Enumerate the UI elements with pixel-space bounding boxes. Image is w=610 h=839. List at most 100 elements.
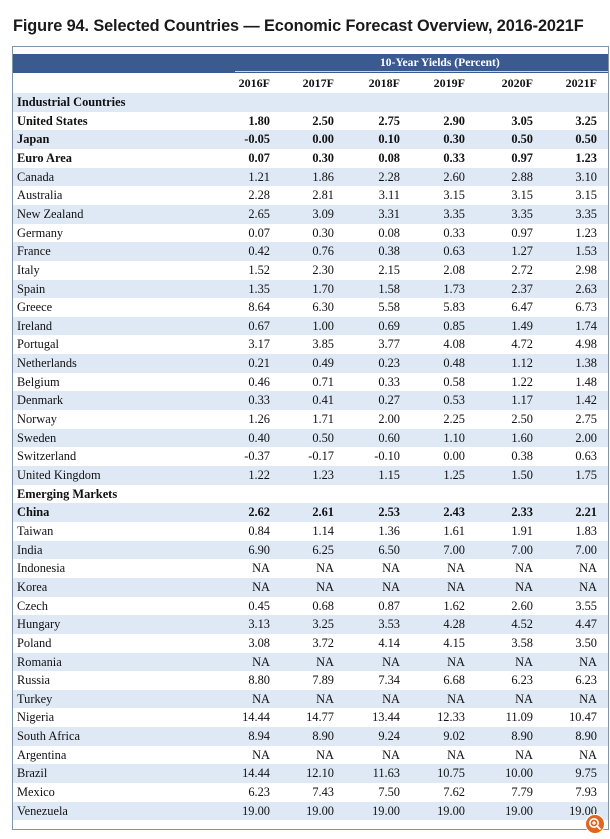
yield-value: 3.08 xyxy=(248,635,270,650)
country-label: Romania xyxy=(17,654,62,669)
yield-value: 3.85 xyxy=(312,337,334,352)
yield-value: 7.50 xyxy=(378,785,400,800)
table-row: United States 1.80 2.50 2.75 2.90 3.05 3.25 xyxy=(13,111,608,131)
yield-value: 6.68 xyxy=(443,673,465,688)
table-row: Hungary 3.13 3.25 3.53 4.28 4.52 4.47 xyxy=(13,615,608,634)
yield-value: 0.71 xyxy=(312,374,334,389)
yield-value: 0.10 xyxy=(378,132,400,147)
yield-value: 0.60 xyxy=(378,430,400,445)
yield-value: NA xyxy=(382,747,400,762)
yield-value: 0.63 xyxy=(575,449,597,464)
yield-value: NA xyxy=(382,561,400,576)
yield-value: 2.50 xyxy=(511,412,533,427)
yield-value: 1.14 xyxy=(312,523,334,538)
yield-value: NA xyxy=(447,747,465,762)
yield-value: 7.43 xyxy=(312,785,334,800)
yield-value: 1.23 xyxy=(312,468,334,482)
yield-value: 2.33 xyxy=(511,505,533,520)
yield-value: 0.58 xyxy=(443,374,465,389)
table-row: Russia 8.80 7.89 7.34 6.68 6.23 6.23 xyxy=(13,671,608,690)
yield-value: 8.90 xyxy=(312,729,334,744)
yield-value: -0.37 xyxy=(244,449,270,464)
yield-value: NA xyxy=(382,654,400,669)
yield-value: 1.38 xyxy=(575,356,597,371)
yield-value: 2.43 xyxy=(443,505,465,520)
yield-value: 2.00 xyxy=(575,430,597,445)
yield-value: 4.72 xyxy=(511,337,533,352)
yield-value: NA xyxy=(579,561,597,576)
yield-value: 0.84 xyxy=(248,523,270,538)
country-label: Greece xyxy=(17,300,53,315)
yield-value: 0.08 xyxy=(378,150,400,165)
yield-value: 2.60 xyxy=(443,169,465,184)
yield-value: NA xyxy=(252,579,270,594)
yield-value: 2.81 xyxy=(312,188,334,203)
yield-value: 10.00 xyxy=(505,766,533,781)
section-label: Industrial Countries xyxy=(17,95,126,109)
country-label: Italy xyxy=(17,262,40,277)
yield-value: 6.47 xyxy=(511,300,533,315)
yield-value: 19.00 xyxy=(505,803,533,818)
country-label: Euro Area xyxy=(17,150,72,165)
yield-value: 19.00 xyxy=(372,803,400,818)
yield-value: 6.23 xyxy=(248,785,270,800)
yield-value: 4.15 xyxy=(443,635,465,650)
yield-value: 9.24 xyxy=(378,729,400,744)
yield-value: 2.25 xyxy=(443,412,465,427)
country-label: South Africa xyxy=(17,729,80,744)
yield-value: 2.65 xyxy=(248,206,270,221)
yield-value: 1.62 xyxy=(443,598,465,613)
yield-value: 0.40 xyxy=(248,430,270,445)
yield-value: 2.61 xyxy=(312,505,334,520)
yield-value: 7.00 xyxy=(575,542,597,557)
yield-value: 0.46 xyxy=(248,374,270,389)
country-label: United States xyxy=(17,113,88,128)
yield-value: NA xyxy=(447,654,465,669)
table-row: Ireland 0.67 1.00 0.69 0.85 1.49 1.74 xyxy=(13,316,608,336)
yield-value: 2.37 xyxy=(511,281,533,296)
yield-value: 3.15 xyxy=(511,188,533,203)
table-group-header: 10-Year Yields (Percent) xyxy=(13,54,608,73)
yield-value: 0.33 xyxy=(248,393,270,408)
table-row: Argentina NA NA NA NA NA NA xyxy=(13,745,608,765)
yield-value: NA xyxy=(316,579,334,594)
yield-value: 10.75 xyxy=(437,766,465,781)
country-label: Germany xyxy=(17,225,64,240)
yield-value: 0.45 xyxy=(248,598,270,613)
yield-value: NA xyxy=(382,579,400,594)
table-row: India 6.90 6.25 6.50 7.00 7.00 7.00 xyxy=(13,540,608,560)
yield-value: 14.77 xyxy=(306,710,334,725)
yield-value: 1.26 xyxy=(248,412,270,427)
yield-value: 1.17 xyxy=(511,393,533,408)
table-row: Denmark 0.33 0.41 0.27 0.53 1.17 1.42 xyxy=(13,391,608,411)
yield-value: 12.33 xyxy=(437,710,465,725)
yield-value: 3.53 xyxy=(378,617,400,632)
table-row: Venezuela 19.00 19.00 19.00 19.00 19.00 19.00 xyxy=(13,801,608,821)
yield-value: 4.52 xyxy=(511,617,533,632)
yield-value: 4.08 xyxy=(443,337,465,352)
country-label: Denmark xyxy=(17,393,64,408)
section-header-row: Industrial Countries xyxy=(13,93,608,112)
yield-value: 3.13 xyxy=(248,617,270,632)
yield-value: 1.80 xyxy=(248,113,270,128)
table-row: China 2.62 2.61 2.53 2.43 2.33 2.21 xyxy=(13,503,608,522)
country-label: Taiwan xyxy=(17,523,54,538)
country-label: Czech xyxy=(17,598,48,613)
yield-value: 7.79 xyxy=(511,785,533,800)
yield-value: 19.00 xyxy=(242,803,270,818)
yield-value: 0.41 xyxy=(312,393,334,408)
yield-value: 0.30 xyxy=(312,150,334,165)
table-row: Taiwan 0.84 1.14 1.36 1.61 1.91 1.83 xyxy=(13,521,608,541)
zoom-in-button[interactable] xyxy=(585,814,605,834)
yield-value: 1.73 xyxy=(443,281,465,296)
group-header-underline xyxy=(235,71,608,72)
yield-value: 0.38 xyxy=(378,244,400,259)
yield-value: 0.42 xyxy=(248,244,270,259)
yield-value: -0.10 xyxy=(374,449,400,464)
country-label: Belgium xyxy=(17,374,60,389)
zoom-in-icon xyxy=(589,818,602,831)
yield-value: 0.30 xyxy=(312,225,334,240)
country-label: Brazil xyxy=(17,766,48,781)
section-label: Emerging Markets xyxy=(17,486,118,501)
table-row: France 0.42 0.76 0.38 0.63 1.27 1.53 xyxy=(13,242,608,261)
